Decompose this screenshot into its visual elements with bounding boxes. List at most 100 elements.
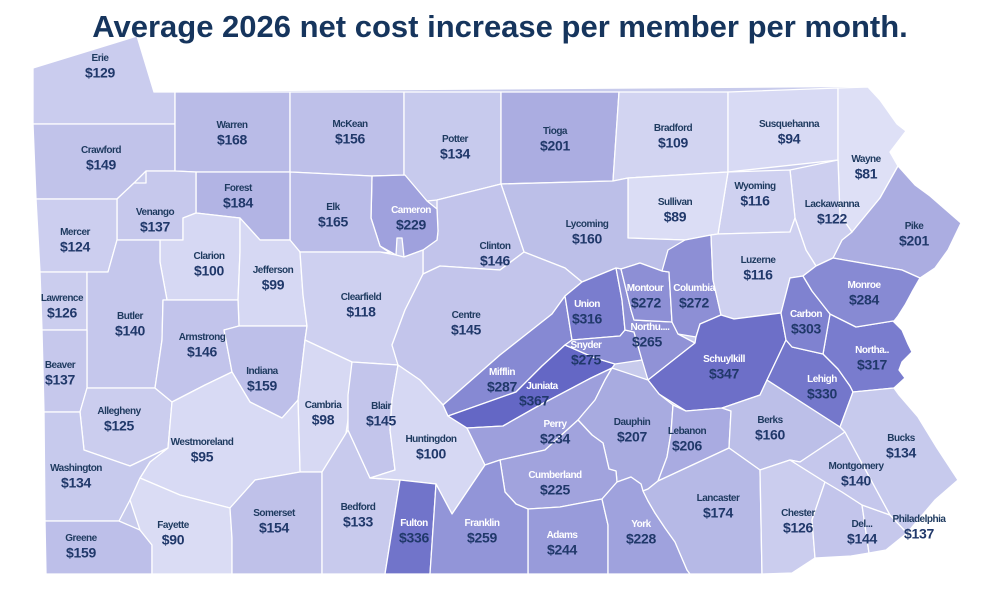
- svg-text:Cambria: Cambria: [305, 400, 342, 411]
- svg-text:Venango: Venango: [136, 207, 175, 218]
- svg-text:$94: $94: [778, 131, 801, 147]
- svg-text:Montgomery: Montgomery: [829, 461, 885, 472]
- svg-text:$330: $330: [807, 386, 837, 402]
- svg-text:$165: $165: [318, 214, 348, 230]
- svg-text:Westmoreland: Westmoreland: [171, 437, 234, 448]
- svg-text:$134: $134: [440, 146, 470, 162]
- svg-text:$140: $140: [841, 473, 871, 489]
- svg-text:Washington: Washington: [50, 463, 102, 474]
- svg-text:$160: $160: [572, 231, 602, 247]
- svg-text:Lebanon: Lebanon: [668, 426, 707, 437]
- svg-text:$146: $146: [187, 344, 217, 360]
- svg-text:Lehigh: Lehigh: [807, 374, 837, 385]
- svg-text:$81: $81: [855, 166, 878, 182]
- svg-text:$225: $225: [540, 482, 570, 498]
- svg-text:Butler: Butler: [117, 311, 144, 322]
- svg-text:$201: $201: [540, 138, 570, 154]
- svg-text:$229: $229: [396, 217, 426, 233]
- svg-text:Sullivan: Sullivan: [658, 197, 693, 208]
- svg-text:$146: $146: [480, 253, 510, 269]
- svg-text:Bucks: Bucks: [887, 433, 915, 444]
- svg-text:$144: $144: [847, 531, 877, 547]
- svg-text:Beaver: Beaver: [45, 360, 76, 371]
- svg-text:Crawford: Crawford: [81, 145, 121, 156]
- svg-text:Fayette: Fayette: [157, 520, 189, 531]
- svg-text:$336: $336: [399, 530, 429, 546]
- svg-text:Indiana: Indiana: [246, 366, 278, 377]
- svg-text:$159: $159: [247, 378, 277, 394]
- svg-text:Lycoming: Lycoming: [566, 219, 609, 230]
- svg-text:$207: $207: [617, 429, 647, 445]
- svg-text:Lawrence: Lawrence: [41, 293, 84, 304]
- svg-text:Snyder: Snyder: [571, 340, 603, 351]
- svg-text:$347: $347: [709, 366, 739, 382]
- svg-text:Bradford: Bradford: [654, 123, 693, 134]
- svg-text:$228: $228: [626, 531, 656, 547]
- svg-text:$90: $90: [162, 532, 185, 548]
- svg-text:$122: $122: [817, 211, 847, 227]
- svg-text:Wayne: Wayne: [851, 154, 881, 165]
- svg-text:$160: $160: [755, 427, 785, 443]
- svg-text:Adams: Adams: [547, 530, 579, 541]
- svg-text:$234: $234: [540, 431, 570, 447]
- svg-text:$145: $145: [366, 413, 396, 429]
- svg-text:Erie: Erie: [92, 53, 110, 64]
- svg-text:Centre: Centre: [452, 310, 482, 321]
- svg-text:Franklin: Franklin: [465, 518, 500, 529]
- svg-text:Huntingdon: Huntingdon: [405, 434, 456, 445]
- svg-text:$184: $184: [223, 195, 253, 211]
- svg-text:Elk: Elk: [326, 202, 340, 213]
- svg-text:$133: $133: [343, 514, 373, 530]
- svg-text:Union: Union: [574, 299, 600, 310]
- svg-text:Northu....: Northu....: [631, 322, 671, 333]
- svg-text:$303: $303: [791, 321, 821, 337]
- svg-text:$140: $140: [115, 323, 145, 339]
- svg-text:$100: $100: [416, 446, 446, 462]
- svg-text:Pike: Pike: [905, 221, 925, 232]
- svg-text:Schuylkill: Schuylkill: [703, 354, 745, 365]
- svg-text:$124: $124: [60, 239, 90, 255]
- svg-text:Wyoming: Wyoming: [734, 181, 776, 192]
- svg-text:Clearfield: Clearfield: [341, 292, 382, 303]
- svg-text:Philadelphia: Philadelphia: [893, 514, 947, 525]
- svg-text:$99: $99: [262, 277, 285, 293]
- svg-text:$275: $275: [571, 352, 601, 368]
- svg-text:$89: $89: [664, 209, 687, 225]
- svg-text:Carbon: Carbon: [790, 309, 822, 320]
- svg-text:Lancaster: Lancaster: [697, 493, 740, 504]
- svg-text:Warren: Warren: [216, 120, 247, 131]
- svg-text:$145: $145: [451, 322, 481, 338]
- svg-text:Monroe: Monroe: [847, 280, 881, 291]
- svg-text:Clarion: Clarion: [194, 251, 225, 262]
- svg-text:Blair: Blair: [371, 401, 391, 412]
- svg-text:Forest: Forest: [224, 183, 253, 194]
- svg-text:$284: $284: [849, 292, 879, 308]
- svg-text:$125: $125: [104, 418, 134, 434]
- svg-text:$265: $265: [632, 334, 662, 350]
- svg-text:Somerset: Somerset: [253, 508, 296, 519]
- svg-text:Perry: Perry: [543, 419, 567, 430]
- svg-text:$118: $118: [346, 304, 376, 320]
- svg-text:$109: $109: [658, 135, 688, 151]
- svg-text:$272: $272: [679, 295, 709, 311]
- svg-text:Columbia: Columbia: [673, 283, 715, 294]
- svg-text:$174: $174: [703, 505, 733, 521]
- svg-text:Juniata: Juniata: [526, 381, 558, 392]
- svg-text:$126: $126: [783, 520, 813, 536]
- svg-text:$137: $137: [45, 372, 75, 388]
- svg-text:$98: $98: [312, 412, 335, 428]
- svg-text:Berks: Berks: [757, 415, 783, 426]
- svg-text:$206: $206: [672, 438, 702, 454]
- svg-text:Del...: Del...: [852, 519, 874, 530]
- svg-text:$149: $149: [86, 157, 116, 173]
- svg-text:$100: $100: [194, 263, 224, 279]
- svg-text:Mercer: Mercer: [60, 227, 90, 238]
- svg-text:$116: $116: [743, 267, 773, 283]
- svg-text:Lackawanna: Lackawanna: [805, 199, 860, 210]
- svg-text:$134: $134: [886, 445, 916, 461]
- svg-text:York: York: [631, 519, 651, 530]
- svg-text:Chester: Chester: [781, 508, 815, 519]
- svg-text:Allegheny: Allegheny: [97, 406, 141, 417]
- svg-text:$201: $201: [899, 233, 929, 249]
- svg-text:Northa..: Northa..: [855, 345, 890, 356]
